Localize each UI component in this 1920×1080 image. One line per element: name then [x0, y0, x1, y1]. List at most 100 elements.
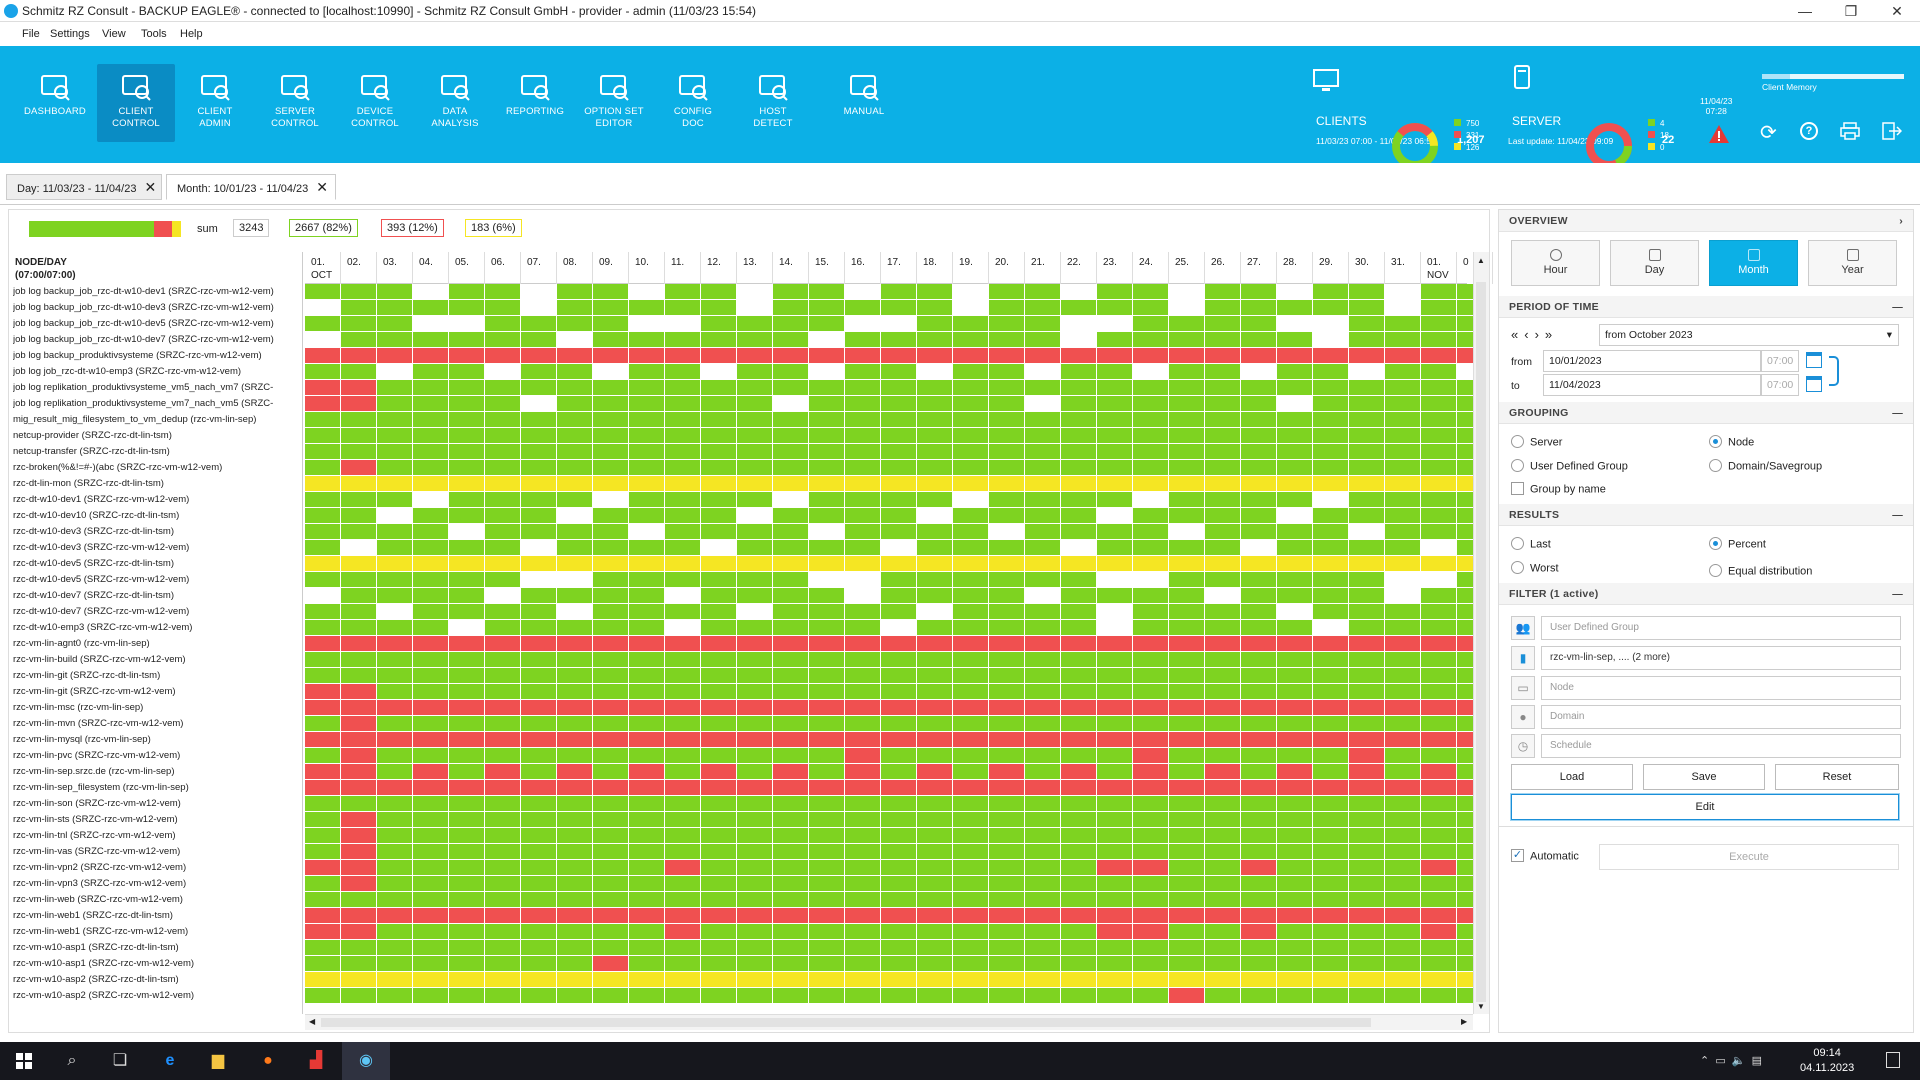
status-cell[interactable] [1457, 380, 1473, 395]
status-cell[interactable] [521, 860, 556, 875]
status-cell[interactable] [305, 668, 340, 683]
status-cell[interactable] [881, 924, 916, 939]
status-cell[interactable] [305, 396, 340, 411]
status-cell[interactable] [521, 540, 556, 555]
status-cell[interactable] [845, 524, 880, 539]
status-cell[interactable] [521, 732, 556, 747]
heatmap-svg[interactable] [305, 284, 1473, 1014]
status-cell[interactable] [809, 732, 844, 747]
status-cell[interactable] [1313, 460, 1348, 475]
status-cell[interactable] [1241, 572, 1276, 587]
status-cell[interactable] [1457, 908, 1473, 923]
status-cell[interactable] [413, 924, 448, 939]
status-cell[interactable] [701, 380, 736, 395]
status-cell[interactable] [1097, 668, 1132, 683]
status-cell[interactable] [341, 940, 376, 955]
status-cell[interactable] [557, 444, 592, 459]
status-cell[interactable] [953, 492, 988, 507]
status-cell[interactable] [737, 524, 772, 539]
status-cell[interactable] [629, 636, 664, 651]
status-cell[interactable] [1061, 892, 1096, 907]
status-cell[interactable] [1025, 620, 1060, 635]
status-cell[interactable] [305, 300, 340, 315]
status-cell[interactable] [881, 620, 916, 635]
status-cell[interactable] [377, 940, 412, 955]
status-cell[interactable] [701, 412, 736, 427]
status-cell[interactable] [773, 380, 808, 395]
status-cell[interactable] [1349, 924, 1384, 939]
status-cell[interactable] [1313, 684, 1348, 699]
status-cell[interactable] [1457, 876, 1473, 891]
status-cell[interactable] [701, 732, 736, 747]
status-cell[interactable] [1385, 492, 1420, 507]
status-cell[interactable] [377, 284, 412, 299]
status-cell[interactable] [521, 300, 556, 315]
status-cell[interactable] [773, 892, 808, 907]
windows-start-icon[interactable] [0, 1042, 48, 1080]
status-cell[interactable] [917, 716, 952, 731]
status-cell[interactable] [629, 300, 664, 315]
status-cell[interactable] [485, 668, 520, 683]
status-cell[interactable] [521, 780, 556, 795]
status-cell[interactable] [845, 332, 880, 347]
status-cell[interactable] [557, 716, 592, 731]
status-cell[interactable] [1277, 844, 1312, 859]
status-cell[interactable] [1277, 316, 1312, 331]
status-cell[interactable] [485, 476, 520, 491]
status-cell[interactable] [1169, 588, 1204, 603]
node-row-label[interactable]: rzc-dt-lin-mon (SRZC-rzc-dt-lin-tsm) [13, 478, 164, 489]
node-row-label[interactable]: job log backup_job_rzc-dt-w10-dev1 (SRZC… [13, 286, 274, 297]
day-header-cell[interactable]: 26. [1205, 252, 1241, 284]
node-row-label[interactable]: rzc-vm-lin-web1 (SRZC-rzc-dt-lin-tsm) [13, 910, 173, 921]
status-cell[interactable] [413, 700, 448, 715]
status-cell[interactable] [737, 412, 772, 427]
status-cell[interactable] [737, 988, 772, 1003]
status-cell[interactable] [1385, 780, 1420, 795]
status-cell[interactable] [1205, 444, 1240, 459]
status-cell[interactable] [953, 556, 988, 571]
status-cell[interactable] [629, 284, 664, 299]
status-cell[interactable] [809, 428, 844, 443]
status-cell[interactable] [1385, 732, 1420, 747]
status-cell[interactable] [485, 684, 520, 699]
status-cell[interactable] [1241, 876, 1276, 891]
menu-file[interactable]: File [22, 28, 40, 40]
status-cell[interactable] [917, 380, 952, 395]
status-cell[interactable] [881, 796, 916, 811]
status-cell[interactable] [989, 892, 1024, 907]
status-cell[interactable] [1025, 668, 1060, 683]
status-cell[interactable] [737, 716, 772, 731]
status-cell[interactable] [1421, 716, 1456, 731]
day-header-cell[interactable]: 03. [377, 252, 413, 284]
status-cell[interactable] [773, 860, 808, 875]
status-cell[interactable] [701, 636, 736, 651]
result-equal-radio[interactable]: Equal distribution [1709, 564, 1812, 578]
status-cell[interactable] [917, 780, 952, 795]
status-cell[interactable] [1241, 364, 1276, 379]
day-header-cell[interactable]: 07. [521, 252, 557, 284]
status-cell[interactable] [953, 412, 988, 427]
status-cell[interactable] [1169, 988, 1204, 1003]
status-cell[interactable] [1025, 316, 1060, 331]
status-cell[interactable] [953, 508, 988, 523]
status-cell[interactable] [521, 572, 556, 587]
automatic-checkbox[interactable]: ✓ Automatic [1511, 849, 1579, 863]
status-cell[interactable] [341, 748, 376, 763]
status-cell[interactable] [881, 716, 916, 731]
status-cell[interactable] [953, 844, 988, 859]
status-cell[interactable] [845, 716, 880, 731]
status-cell[interactable] [773, 700, 808, 715]
status-cell[interactable] [305, 716, 340, 731]
status-cell[interactable] [377, 956, 412, 971]
status-cell[interactable] [1133, 540, 1168, 555]
status-cell[interactable] [665, 540, 700, 555]
status-cell[interactable] [1133, 796, 1168, 811]
status-cell[interactable] [1205, 796, 1240, 811]
day-header-cell[interactable]: 22. [1061, 252, 1097, 284]
status-cell[interactable] [737, 460, 772, 475]
status-cell[interactable] [1169, 812, 1204, 827]
status-cell[interactable] [1133, 828, 1168, 843]
status-cell[interactable] [1421, 508, 1456, 523]
status-cell[interactable] [413, 492, 448, 507]
status-cell[interactable] [1313, 892, 1348, 907]
